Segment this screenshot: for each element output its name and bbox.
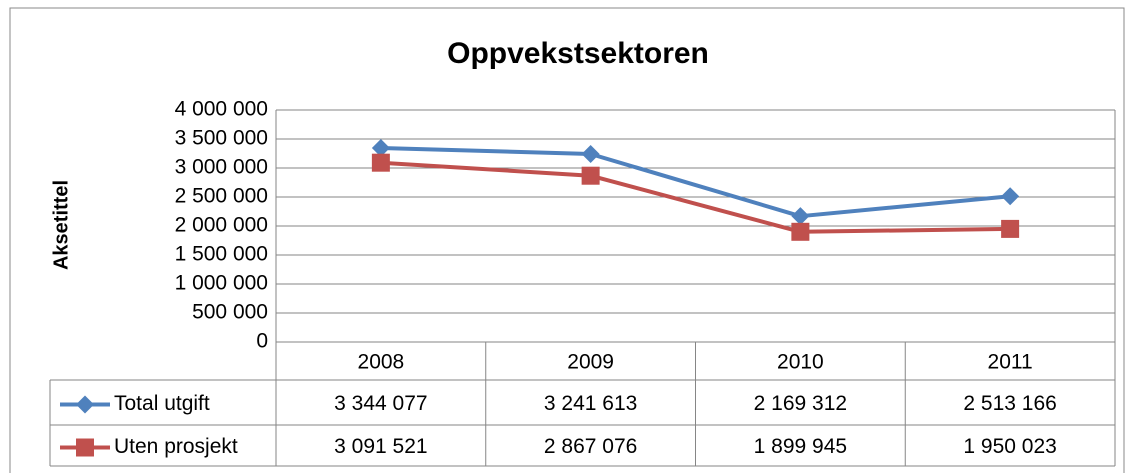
y-tick-label: 3 500 000 — [175, 127, 268, 150]
table-value: 1 950 023 — [963, 435, 1056, 458]
point — [581, 166, 600, 185]
table-value: 3 091 521 — [334, 435, 427, 458]
legend-marker — [76, 438, 94, 457]
chart-title: Oppvekstsektoren — [447, 37, 709, 70]
point — [1001, 219, 1020, 238]
point — [371, 153, 390, 172]
y-tick-label: 500 000 — [192, 301, 268, 324]
x-tick-label: 2009 — [567, 351, 614, 374]
y-tick-label: 0 — [256, 330, 268, 353]
y-tick-label: 1 500 000 — [175, 243, 268, 266]
point — [791, 222, 810, 241]
y-tick-label: 2 500 000 — [175, 185, 268, 208]
table-value: 3 241 613 — [544, 392, 637, 415]
x-tick-label: 2008 — [358, 351, 405, 374]
y-tick-label: 3 000 000 — [175, 156, 268, 179]
legend-marker — [76, 395, 94, 414]
table-value: 2 867 076 — [544, 435, 637, 458]
y-tick-label: 2 000 000 — [175, 214, 268, 237]
point — [791, 207, 810, 226]
series-line — [380, 160, 1011, 234]
table-value: 1 899 945 — [754, 435, 847, 458]
y-axis-title: Aksetittel — [50, 180, 72, 270]
point — [581, 144, 600, 163]
legend-label: Total utgift — [114, 392, 210, 415]
y-tick-label: 4 000 000 — [175, 98, 268, 121]
x-tick-label: 2011 — [988, 351, 1033, 374]
series-line — [380, 146, 1011, 219]
y-tick-label: 1 000 000 — [175, 272, 268, 295]
chart-border — [9, 7, 1125, 473]
point — [1001, 187, 1020, 206]
table-value: 3 344 077 — [334, 392, 427, 415]
point — [371, 139, 390, 158]
table-value: 2 169 312 — [754, 392, 847, 415]
x-tick-label: 2010 — [777, 351, 824, 374]
legend-label: Uten prosjekt — [114, 435, 238, 458]
table-value: 2 513 166 — [963, 392, 1056, 415]
